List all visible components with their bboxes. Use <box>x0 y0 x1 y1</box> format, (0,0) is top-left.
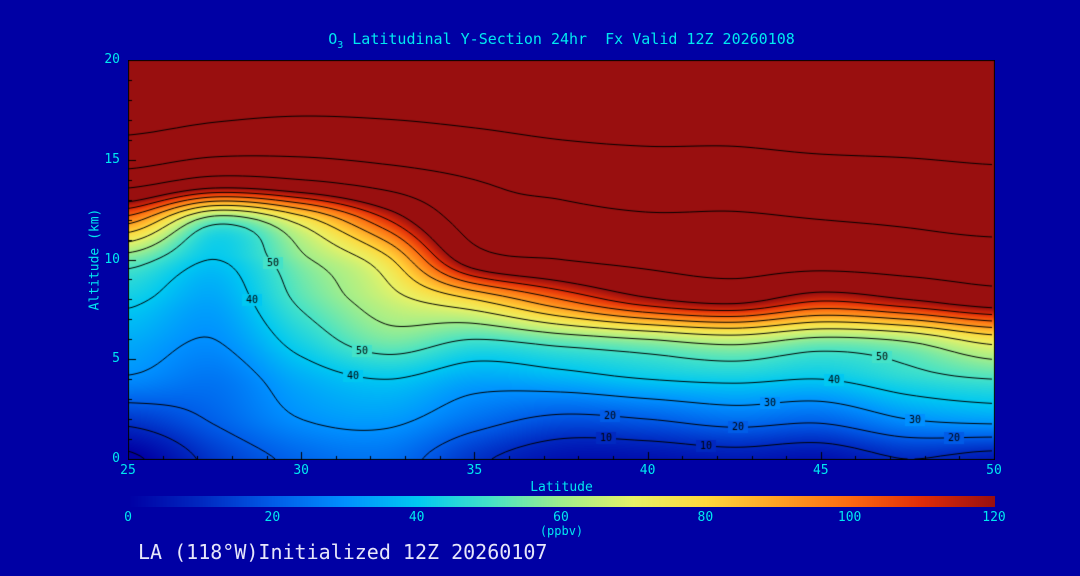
chart-title: O3 Latitudinal Y-Section 24hr Fx Valid 1… <box>128 30 995 51</box>
x-tick-label: 35 <box>466 463 483 478</box>
x-tick-label: 25 <box>120 463 136 478</box>
colorbar <box>128 496 995 507</box>
title-subscript: 3 <box>337 40 344 51</box>
title-text: Latitudinal Y-Section 24hr Fx Valid 12Z … <box>343 30 795 48</box>
y-tick-label: 10 <box>104 251 120 267</box>
x-tick-label: 40 <box>639 463 656 478</box>
colorbar-tick-label: 0 <box>124 510 132 525</box>
init-text: LA (118°W)Initialized 12Z 20260107 <box>138 540 548 564</box>
x-axis-label: Latitude <box>530 480 593 495</box>
y-tick-label: 15 <box>104 151 120 167</box>
colorbar-tick-label: 40 <box>408 510 425 525</box>
colorbar-tick-label: 20 <box>264 510 281 525</box>
y-tick-label: 0 <box>112 451 120 466</box>
colorbar-tick-label: 60 <box>553 510 569 525</box>
x-tick-label: 50 <box>986 463 1002 478</box>
title-species: O <box>328 30 338 48</box>
colorbar-tick-label: 80 <box>697 510 714 525</box>
colorbar-label: (ppbv) <box>539 524 584 538</box>
y-tick-label: 20 <box>104 52 120 67</box>
x-tick-label: 30 <box>293 463 310 478</box>
x-tick-label: 45 <box>812 463 829 478</box>
y-tick-label: 5 <box>112 351 120 367</box>
colorbar-tick-label: 120 <box>982 510 1006 525</box>
colorbar-tick-label: 100 <box>837 510 862 525</box>
contour-plot-canvas <box>128 60 995 460</box>
